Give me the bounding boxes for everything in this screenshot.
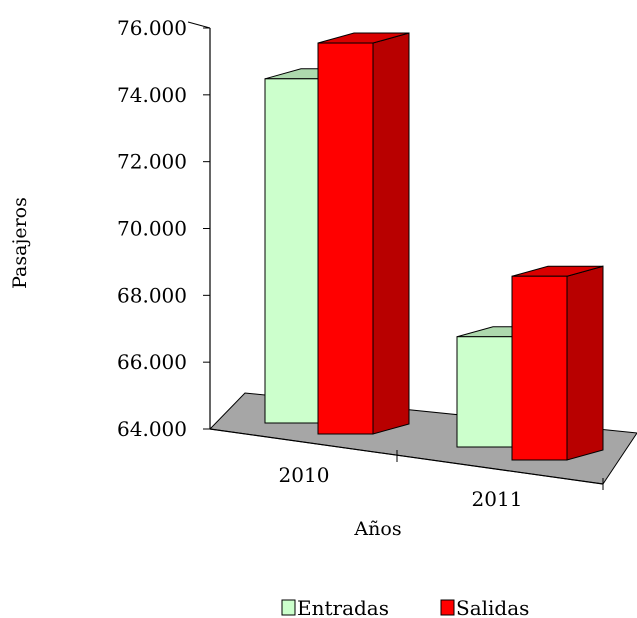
- y-tick-label: 76.000: [117, 16, 187, 40]
- y-tick-layer: 64.000 66.000 68.000 70.000 72.000 74.000 76.0…: [117, 16, 210, 441]
- legend: Entradas Salidas: [281, 596, 529, 618]
- legend-swatch-salidas: [440, 599, 455, 616]
- depth-line-top: [187, 21, 211, 29]
- bar-salidas-2010: [317, 32, 410, 435]
- x-tick-label-layer: 2010 2011: [279, 463, 523, 511]
- x-tick-label-2011: 2011: [472, 487, 523, 511]
- front-baseline: [209, 428, 604, 485]
- x-tick-label-2010: 2010: [279, 463, 330, 487]
- legend-swatch-entradas: [281, 599, 296, 616]
- bar-layer: [264, 32, 604, 461]
- y-tick-label: 70.000: [117, 217, 187, 241]
- legend-label-salidas: Salidas: [456, 596, 529, 618]
- y-tick-label: 72.000: [117, 150, 187, 174]
- legend-label-entradas: Entradas: [297, 596, 389, 618]
- y-tick-label: 74.000: [117, 83, 187, 107]
- y-tick-label: 64.000: [117, 417, 187, 441]
- y-axis-title: Pasajeros: [9, 197, 31, 289]
- bar-salidas-2011: [511, 265, 604, 461]
- y-tick-label: 68.000: [117, 283, 187, 307]
- x-axis-title: Años: [353, 518, 401, 540]
- y-tick-label: 66.000: [117, 350, 187, 374]
